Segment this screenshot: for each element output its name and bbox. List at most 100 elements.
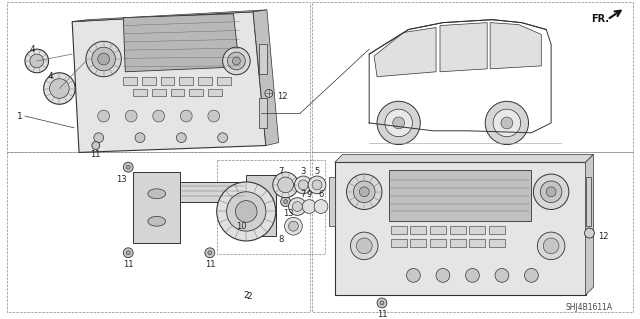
Circle shape [44, 73, 75, 104]
Circle shape [153, 110, 164, 122]
Circle shape [436, 269, 450, 282]
Polygon shape [124, 14, 239, 72]
Polygon shape [246, 175, 276, 236]
Circle shape [584, 228, 595, 238]
Circle shape [135, 133, 145, 143]
Circle shape [94, 133, 104, 143]
Bar [489, 226, 505, 234]
Text: 1: 1 [17, 112, 23, 121]
Bar [450, 226, 465, 234]
Ellipse shape [148, 189, 166, 199]
Polygon shape [253, 10, 278, 145]
Ellipse shape [254, 190, 268, 198]
Bar [7, 2, 310, 152]
Circle shape [538, 232, 565, 260]
Circle shape [92, 142, 100, 150]
Bar [179, 77, 193, 85]
Text: 2: 2 [243, 291, 249, 300]
Circle shape [289, 221, 298, 231]
Circle shape [380, 301, 384, 305]
Circle shape [217, 182, 276, 241]
Bar [470, 226, 485, 234]
Bar [450, 239, 465, 247]
Text: 11: 11 [90, 150, 101, 159]
Bar [391, 239, 406, 247]
Circle shape [223, 47, 250, 75]
Text: 10: 10 [236, 222, 246, 231]
Circle shape [501, 117, 513, 129]
Bar [391, 226, 406, 234]
Circle shape [124, 162, 133, 172]
Bar [133, 88, 147, 96]
Text: 9: 9 [307, 190, 312, 199]
Ellipse shape [254, 217, 268, 225]
Text: 11: 11 [205, 260, 215, 269]
Circle shape [218, 133, 228, 143]
Circle shape [98, 110, 109, 122]
Polygon shape [180, 182, 246, 202]
Bar [208, 88, 221, 96]
Bar [170, 88, 184, 96]
Bar [7, 152, 310, 312]
Circle shape [346, 174, 382, 210]
Polygon shape [490, 23, 541, 69]
Circle shape [125, 110, 137, 122]
Circle shape [208, 251, 212, 255]
Circle shape [180, 110, 192, 122]
Text: 2: 2 [246, 292, 252, 300]
Text: 8: 8 [278, 235, 284, 244]
Circle shape [30, 54, 44, 68]
Circle shape [356, 238, 372, 254]
Circle shape [49, 79, 69, 98]
Text: 7: 7 [278, 167, 284, 176]
Circle shape [284, 200, 287, 204]
Bar [217, 77, 230, 85]
Text: 13: 13 [284, 209, 294, 218]
Text: SHJ4B1611A: SHJ4B1611A [566, 303, 613, 312]
Bar [142, 77, 156, 85]
Bar [198, 77, 212, 85]
Circle shape [227, 192, 266, 231]
Circle shape [465, 269, 479, 282]
Circle shape [351, 232, 378, 260]
Circle shape [126, 251, 130, 255]
Circle shape [302, 200, 316, 213]
Text: 4: 4 [30, 45, 36, 54]
Bar [259, 44, 267, 74]
Circle shape [228, 222, 236, 230]
Bar [410, 239, 426, 247]
Circle shape [265, 90, 273, 97]
Circle shape [285, 217, 302, 235]
Circle shape [493, 109, 520, 137]
Circle shape [314, 200, 328, 213]
Bar [389, 170, 531, 221]
Circle shape [205, 248, 215, 258]
Circle shape [393, 117, 404, 129]
Circle shape [406, 269, 420, 282]
Circle shape [273, 172, 298, 198]
Text: 6: 6 [318, 190, 324, 199]
Text: 4: 4 [48, 72, 53, 81]
Bar [161, 77, 175, 85]
Text: 11: 11 [123, 260, 134, 269]
Text: 12: 12 [277, 92, 288, 101]
Circle shape [232, 57, 241, 65]
Circle shape [86, 41, 122, 77]
Polygon shape [72, 12, 266, 152]
Text: FR.: FR. [591, 14, 609, 24]
Bar [124, 77, 137, 85]
Bar [586, 177, 591, 226]
Bar [259, 98, 267, 128]
Circle shape [92, 47, 115, 71]
Circle shape [540, 181, 562, 203]
Text: 7: 7 [301, 190, 306, 199]
Circle shape [353, 181, 375, 203]
Polygon shape [133, 172, 180, 243]
Text: 12: 12 [598, 232, 609, 241]
Circle shape [177, 133, 186, 143]
Circle shape [533, 174, 569, 210]
Text: 11: 11 [377, 310, 387, 319]
Text: 13: 13 [116, 175, 127, 184]
Bar [152, 88, 166, 96]
Circle shape [208, 110, 220, 122]
